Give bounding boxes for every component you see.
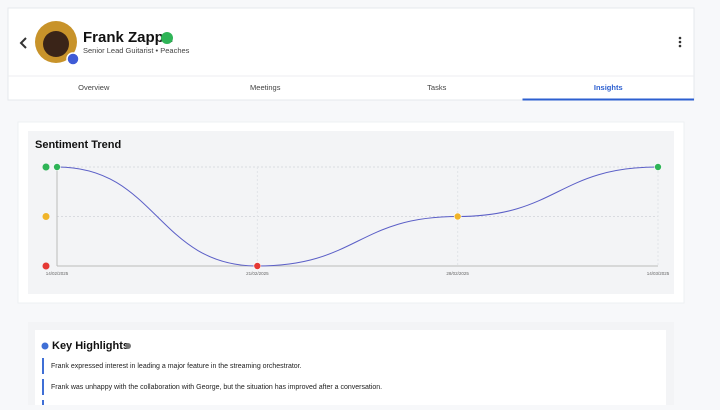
line [56, 166, 659, 267]
tab-underline [522, 98, 694, 101]
y-tick-icon [42, 163, 50, 171]
info-icon[interactable] [125, 343, 131, 349]
x-tick-label: 21/02/2025 [246, 271, 269, 276]
highlights-list: Frank expressed interest in leading a ma… [42, 358, 382, 395]
point [654, 163, 662, 171]
highlight-bar [42, 379, 44, 395]
highlights-panel [35, 330, 666, 410]
tab[interactable]: Insights [594, 83, 623, 92]
sentiment-icon [161, 32, 173, 44]
x-tick-label: 14/03/2025 [647, 271, 670, 276]
y-tick-icon [42, 262, 50, 270]
highlights-icon [41, 342, 49, 350]
profile-name: Frank Zappa [83, 29, 173, 46]
profile-subtitle: Senior Lead Guitarist • Peaches [83, 46, 190, 55]
y-tick-icon [42, 213, 50, 220]
highlights-title: Key Highlights [52, 340, 129, 352]
avatar-face [43, 31, 69, 57]
highlight-bar [42, 358, 44, 374]
point [453, 212, 462, 221]
avatar-badge [66, 52, 80, 66]
highlight-bar [42, 400, 44, 410]
tab[interactable]: Tasks [427, 83, 446, 92]
tabs: Overview Meetings Tasks Insights [78, 83, 694, 101]
back-button[interactable] [19, 37, 27, 49]
profile-card [7, 7, 695, 101]
highlight-text: Frank expressed interest in leading a ma… [51, 363, 302, 370]
tab[interactable]: Meetings [250, 83, 281, 92]
chart: 14/02/2025 21/02/2025 28/02/2025 14/03/2025 [42, 163, 670, 276]
chart-panel [28, 131, 674, 294]
more-menu[interactable] [678, 36, 682, 48]
chart-title: Sentiment Trend [35, 139, 121, 151]
highlight-text: Frank was unhappy with the collaboration… [51, 384, 382, 391]
x-tick-label: 14/02/2025 [46, 271, 69, 276]
tab[interactable]: Overview [78, 83, 110, 92]
x-tick-label: 28/02/2025 [446, 271, 469, 276]
point [253, 262, 262, 270]
point [53, 163, 61, 171]
